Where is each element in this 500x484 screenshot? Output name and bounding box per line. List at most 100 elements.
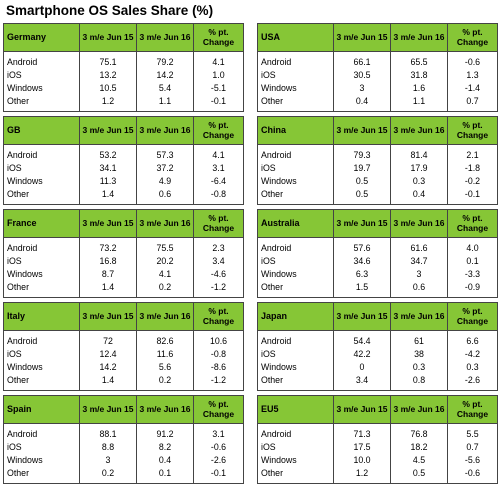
share-cell: 79.3 [333, 144, 391, 162]
column-header: 3 m/e Jun 15 [333, 23, 391, 52]
table-header-row: EU5 3 m/e Jun 15 3 m/e Jun 16% pt. Change [257, 395, 498, 424]
share-cell: 72 [79, 330, 137, 348]
region-table-australia: Australia 3 m/e Jun 15 3 m/e Jun 16% pt. C… [257, 209, 498, 298]
share-cell: 0.8 [390, 374, 448, 391]
table-row: Windows 8.7 4.1 -4.6 [3, 268, 244, 281]
table-row: Android 72 82.6 10.6 [3, 330, 244, 348]
share-cell: 0.6 [136, 188, 194, 205]
table-row: Android 53.2 57.3 4.1 [3, 144, 244, 162]
table-row: Android 88.1 91.2 3.1 [3, 423, 244, 441]
region-name: Australia [257, 209, 334, 238]
share-cell: 88.1 [79, 423, 137, 441]
change-cell: -3.3 [447, 268, 498, 281]
column-header: % pt. Change [193, 23, 244, 52]
share-cell: 12.4 [79, 348, 137, 361]
table-row: iOS 19.7 17.9 -1.8 [257, 162, 498, 175]
column-header: 3 m/e Jun 16 [136, 116, 194, 145]
os-name-cell: iOS [3, 348, 80, 361]
table-header-row: China 3 m/e Jun 15 3 m/e Jun 16% pt. Chang… [257, 116, 498, 145]
share-cell: 71.3 [333, 423, 391, 441]
region-table-eu5: EU5 3 m/e Jun 15 3 m/e Jun 16% pt. Change A… [257, 395, 498, 484]
share-cell: 3.4 [333, 374, 391, 391]
table-row: iOS 34.1 37.2 3.1 [3, 162, 244, 175]
region-name: Japan [257, 302, 334, 331]
share-cell: 4.1 [136, 268, 194, 281]
table-header-row: Australia 3 m/e Jun 15 3 m/e Jun 16% pt. C… [257, 209, 498, 238]
table-row: Other 1.5 0.6 -0.9 [257, 281, 498, 298]
table-row: Android 75.1 79.2 4.1 [3, 51, 244, 69]
share-cell: 91.2 [136, 423, 194, 441]
table-header-row: Italy 3 m/e Jun 15 3 m/e Jun 16% pt. Chang… [3, 302, 244, 331]
os-name-cell: Windows [257, 268, 334, 281]
table-header-row: Japan 3 m/e Jun 15 3 m/e Jun 16% pt. Chang… [257, 302, 498, 331]
share-cell: 17.9 [390, 162, 448, 175]
share-cell: 65.5 [390, 51, 448, 69]
region-name: GB [3, 116, 80, 145]
share-cell: 18.2 [390, 441, 448, 454]
column-header: 3 m/e Jun 16 [136, 302, 194, 331]
table-row: iOS 8.8 8.2 -0.6 [3, 441, 244, 454]
table-row: Android 79.3 81.4 2.1 [257, 144, 498, 162]
column-header: 3 m/e Jun 16 [390, 395, 448, 424]
table-row: Android 57.6 61.6 4.0 [257, 237, 498, 255]
share-cell: 76.8 [390, 423, 448, 441]
os-name-cell: iOS [3, 441, 80, 454]
region-name: France [3, 209, 80, 238]
column-header: 3 m/e Jun 16 [136, 209, 194, 238]
change-cell: 5.5 [447, 423, 498, 441]
left-column: Germany 3 m/e Jun 15 3 m/e Jun 16% pt. Cha… [3, 23, 244, 484]
table-row: iOS 17.5 18.2 0.7 [257, 441, 498, 454]
share-cell: 11.3 [79, 175, 137, 188]
change-cell: -0.1 [447, 188, 498, 205]
region-table-france: France 3 m/e Jun 15 3 m/e Jun 16% pt. Chan… [3, 209, 244, 298]
change-cell: 4.1 [193, 144, 244, 162]
table-row: Windows 14.2 5.6 -8.6 [3, 361, 244, 374]
table-row: Windows 0 0.3 0.3 [257, 361, 498, 374]
column-header: % pt. Change [193, 209, 244, 238]
os-name-cell: Other [257, 281, 334, 298]
change-cell: -8.6 [193, 361, 244, 374]
change-cell: 0.7 [447, 95, 498, 112]
table-row: Other 1.4 0.2 -1.2 [3, 374, 244, 391]
share-cell: 31.8 [390, 69, 448, 82]
share-cell: 11.6 [136, 348, 194, 361]
os-name-cell: Other [3, 281, 80, 298]
change-cell: -0.8 [193, 348, 244, 361]
share-cell: 3 [390, 268, 448, 281]
table-header-row: USA 3 m/e Jun 15 3 m/e Jun 16% pt. Change [257, 23, 498, 52]
table-row: Other 1.4 0.6 -0.8 [3, 188, 244, 205]
column-header: 3 m/e Jun 16 [390, 209, 448, 238]
os-name-cell: Android [3, 423, 80, 441]
table-row: Other 0.5 0.4 -0.1 [257, 188, 498, 205]
share-cell: 14.2 [79, 361, 137, 374]
column-header: 3 m/e Jun 16 [136, 395, 194, 424]
share-cell: 0.2 [136, 281, 194, 298]
change-cell: 6.6 [447, 330, 498, 348]
table-row: Windows 10.5 5.4 -5.1 [3, 82, 244, 95]
region-name: Spain [3, 395, 80, 424]
os-name-cell: Windows [3, 268, 80, 281]
column-header: 3 m/e Jun 15 [79, 23, 137, 52]
table-header-row: GB 3 m/e Jun 15 3 m/e Jun 16% pt. Change [3, 116, 244, 145]
share-cell: 79.2 [136, 51, 194, 69]
share-cell: 10.5 [79, 82, 137, 95]
table-header-row: France 3 m/e Jun 15 3 m/e Jun 16% pt. Chan… [3, 209, 244, 238]
os-name-cell: Android [3, 51, 80, 69]
change-cell: 3.1 [193, 162, 244, 175]
os-name-cell: Other [257, 188, 334, 205]
os-name-cell: Windows [257, 361, 334, 374]
share-cell: 42.2 [333, 348, 391, 361]
change-cell: -0.8 [193, 188, 244, 205]
region-name: China [257, 116, 334, 145]
change-cell: -0.6 [447, 467, 498, 484]
table-row: iOS 30.5 31.8 1.3 [257, 69, 498, 82]
change-cell: 2.1 [447, 144, 498, 162]
share-cell: 57.3 [136, 144, 194, 162]
column-header: % pt. Change [193, 395, 244, 424]
change-cell: 0.3 [447, 361, 498, 374]
share-cell: 1.4 [79, 188, 137, 205]
table-row: Other 1.2 1.1 -0.1 [3, 95, 244, 112]
table-row: Other 3.4 0.8 -2.6 [257, 374, 498, 391]
share-cell: 4.9 [136, 175, 194, 188]
share-cell: 17.5 [333, 441, 391, 454]
